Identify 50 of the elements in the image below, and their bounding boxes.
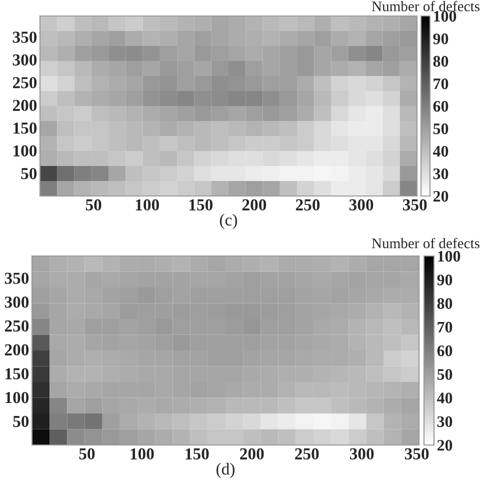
x-tick-label: 150 [189,199,213,211]
x-tick-label: 250 [296,199,320,211]
y-tick-label: 350 [4,272,29,284]
color-bar-label: 100 [438,250,460,262]
color-bar-label: 80 [433,56,448,67]
x-tick-label: 300 [349,199,374,211]
x-tick-label: 100 [130,448,154,460]
color-bar-label: 40 [436,392,452,404]
y-tick-label: 100 [6,392,29,404]
x-axis-title: (c) [220,214,238,230]
color-bar-label: 60 [437,345,452,356]
color-bar-label: 50 [437,369,452,380]
color-bar-label: 90 [437,274,452,286]
color-bar-title: Number of defects [372,0,480,12]
y-tick-label: 150 [6,368,29,380]
color-bar-label: 20 [437,440,452,451]
y-tick-label: 200 [12,100,37,112]
color-bar-label: 70 [438,322,452,333]
x-tick-label: 50 [86,199,102,211]
color-bar-label: 70 [434,78,448,90]
y-tick-label: 200 [4,344,29,356]
color-bar-label: 80 [437,298,452,309]
x-tick-label: 200 [240,448,264,460]
x-tick-label: 250 [295,448,319,460]
x-tick-label: 350 [404,448,429,460]
y-tick-label: 50 [21,168,37,180]
color-bar-title: Number of defects [372,238,480,248]
color-bar-label: 30 [437,416,452,428]
x-tick-label: 150 [186,448,209,460]
y-tick-label: 300 [4,296,29,308]
y-tick-label: 50 [13,416,29,428]
color-bar-label: 20 [433,190,448,202]
color-bar-label: 50 [433,123,448,134]
y-tick-label: 350 [12,32,37,43]
color-bar-label: 60 [433,100,448,112]
x-tick-label: 200 [242,199,266,211]
color-bar-label: 90 [433,33,448,44]
x-tick-label: 350 [402,199,427,211]
color-bar-label: 40 [432,146,448,157]
y-tick-label: 250 [4,320,29,332]
color-bar-label: 30 [433,168,448,180]
x-tick-label: 300 [350,448,374,460]
y-tick-label: 250 [12,77,37,88]
x-tick-label: 100 [136,199,159,211]
x-axis-title: (d) [216,462,234,478]
y-tick-label: 300 [12,54,37,66]
color-bar-label: 100 [434,10,456,22]
x-tick-label: 50 [79,448,95,460]
y-tick-label: 150 [14,122,37,134]
y-tick-label: 100 [14,145,37,156]
